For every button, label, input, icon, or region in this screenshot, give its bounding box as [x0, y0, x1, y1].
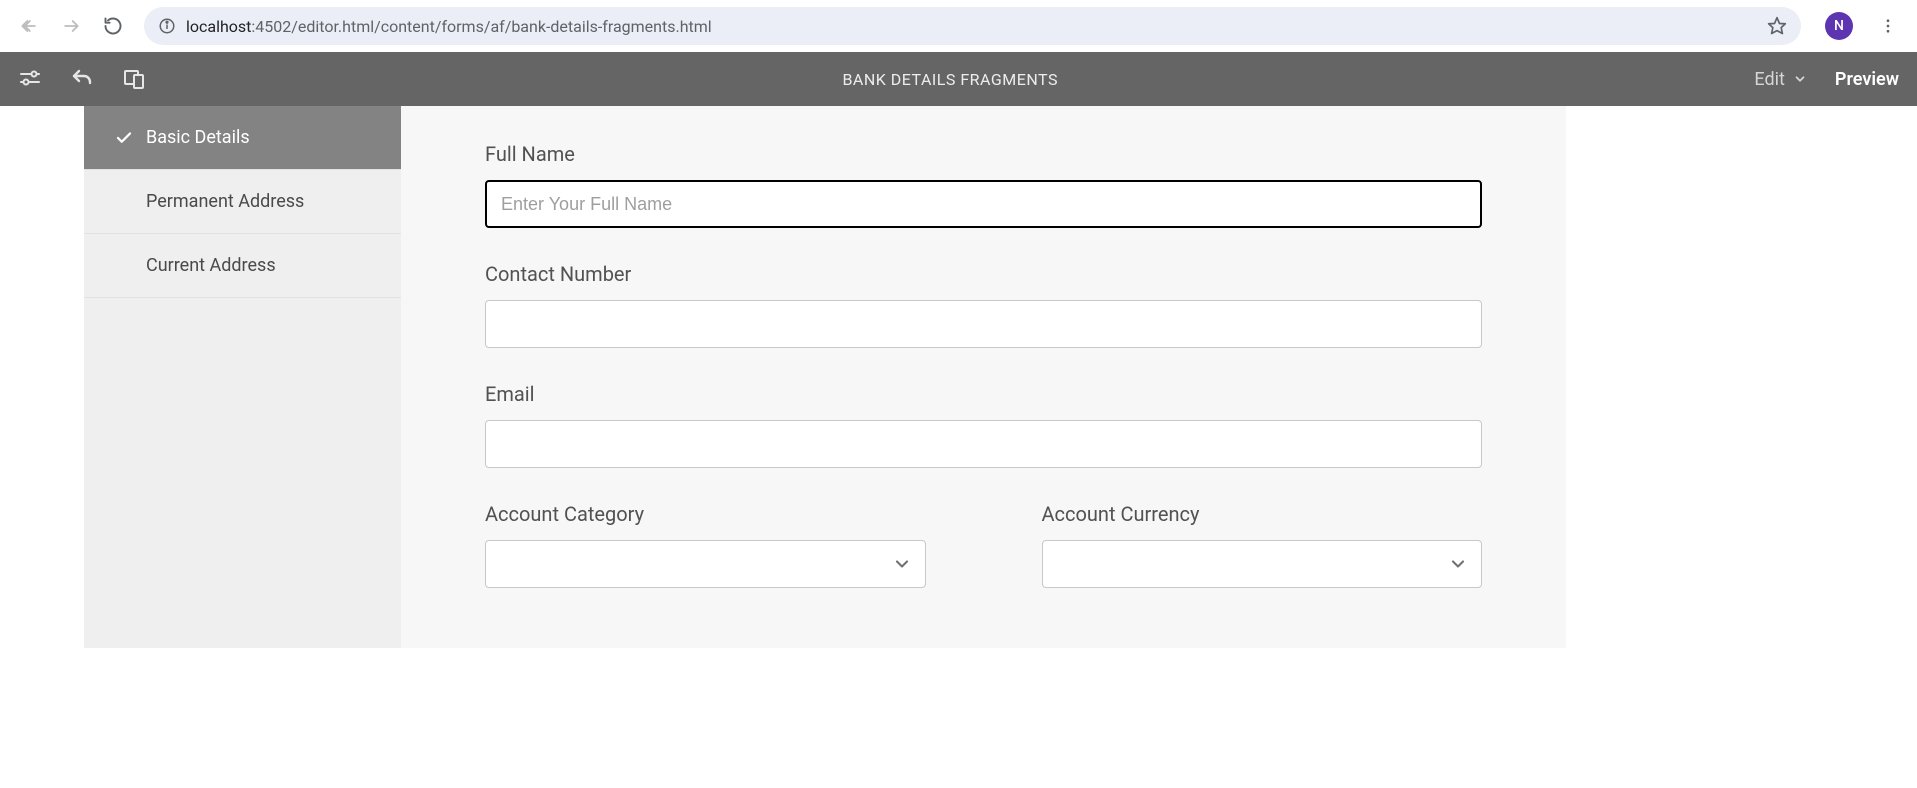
arrow-right-icon — [61, 16, 81, 36]
account-category-select[interactable] — [485, 540, 926, 588]
main-area: Basic Details Permanent Address Current … — [0, 106, 1917, 648]
device-emulator-button[interactable] — [122, 67, 146, 91]
account-category-label: Account Category — [485, 502, 926, 526]
editor-right-controls: Edit Preview — [1754, 69, 1899, 90]
reload-button[interactable] — [96, 9, 130, 43]
sidebar-item-basic-details[interactable]: Basic Details — [84, 106, 401, 170]
undo-icon — [70, 67, 94, 91]
email-label: Email — [485, 382, 1482, 406]
browser-chrome: localhost:4502/editor.html/content/forms… — [0, 0, 1917, 52]
bookmark-button[interactable] — [1767, 16, 1787, 36]
editor-left-icons — [18, 67, 146, 91]
contact-number-label: Contact Number — [485, 262, 1482, 286]
contact-number-input[interactable] — [485, 300, 1482, 348]
page-title: BANK DETAILS FRAGMENTS — [146, 70, 1754, 89]
row-account: Account Category Account Currency — [485, 502, 1482, 588]
url-text: localhost:4502/editor.html/content/forms… — [186, 17, 1757, 36]
url-host: localhost — [186, 17, 251, 36]
url-path: :4502/editor.html/content/forms/af/bank-… — [251, 17, 711, 36]
back-button[interactable] — [12, 9, 46, 43]
mode-dropdown[interactable]: Edit — [1754, 69, 1806, 90]
info-icon — [158, 17, 176, 35]
side-panel-toggle[interactable] — [18, 67, 42, 91]
sidebar-item-label: Basic Details — [146, 127, 250, 148]
profile-avatar[interactable]: N — [1825, 12, 1853, 40]
wizard-sidebar: Basic Details Permanent Address Current … — [84, 106, 401, 648]
full-name-input[interactable] — [485, 180, 1482, 228]
sidebar-item-label: Current Address — [146, 255, 276, 276]
field-contact-number: Contact Number — [485, 262, 1482, 348]
field-email: Email — [485, 382, 1482, 468]
avatar-initial: N — [1834, 18, 1844, 34]
editor-toolbar: BANK DETAILS FRAGMENTS Edit Preview — [0, 52, 1917, 106]
star-icon — [1767, 16, 1787, 36]
sidebar-item-permanent-address[interactable]: Permanent Address — [84, 170, 401, 234]
url-bar[interactable]: localhost:4502/editor.html/content/forms… — [144, 7, 1801, 45]
forward-button[interactable] — [54, 9, 88, 43]
arrow-left-icon — [19, 16, 39, 36]
email-input[interactable] — [485, 420, 1482, 468]
mode-label: Edit — [1754, 69, 1784, 90]
sidebar-item-label: Permanent Address — [146, 191, 304, 212]
devices-icon — [122, 67, 146, 91]
account-currency-select[interactable] — [1042, 540, 1483, 588]
vertical-dots-icon — [1879, 17, 1897, 35]
browser-menu-button[interactable] — [1871, 17, 1905, 35]
field-full-name: Full Name — [485, 142, 1482, 228]
account-currency-value[interactable] — [1042, 540, 1483, 588]
field-account-currency: Account Currency — [1042, 502, 1483, 588]
undo-button[interactable] — [70, 67, 94, 91]
check-icon — [114, 129, 134, 147]
form-content: Full Name Contact Number Email Account C… — [401, 106, 1566, 648]
preview-button[interactable]: Preview — [1835, 69, 1899, 90]
full-name-label: Full Name — [485, 142, 1482, 166]
sidebar-item-current-address[interactable]: Current Address — [84, 234, 401, 298]
account-category-value[interactable] — [485, 540, 926, 588]
account-currency-label: Account Currency — [1042, 502, 1483, 526]
field-account-category: Account Category — [485, 502, 926, 588]
sliders-icon — [18, 67, 42, 91]
reload-icon — [103, 16, 123, 36]
chevron-down-icon — [1793, 72, 1807, 86]
